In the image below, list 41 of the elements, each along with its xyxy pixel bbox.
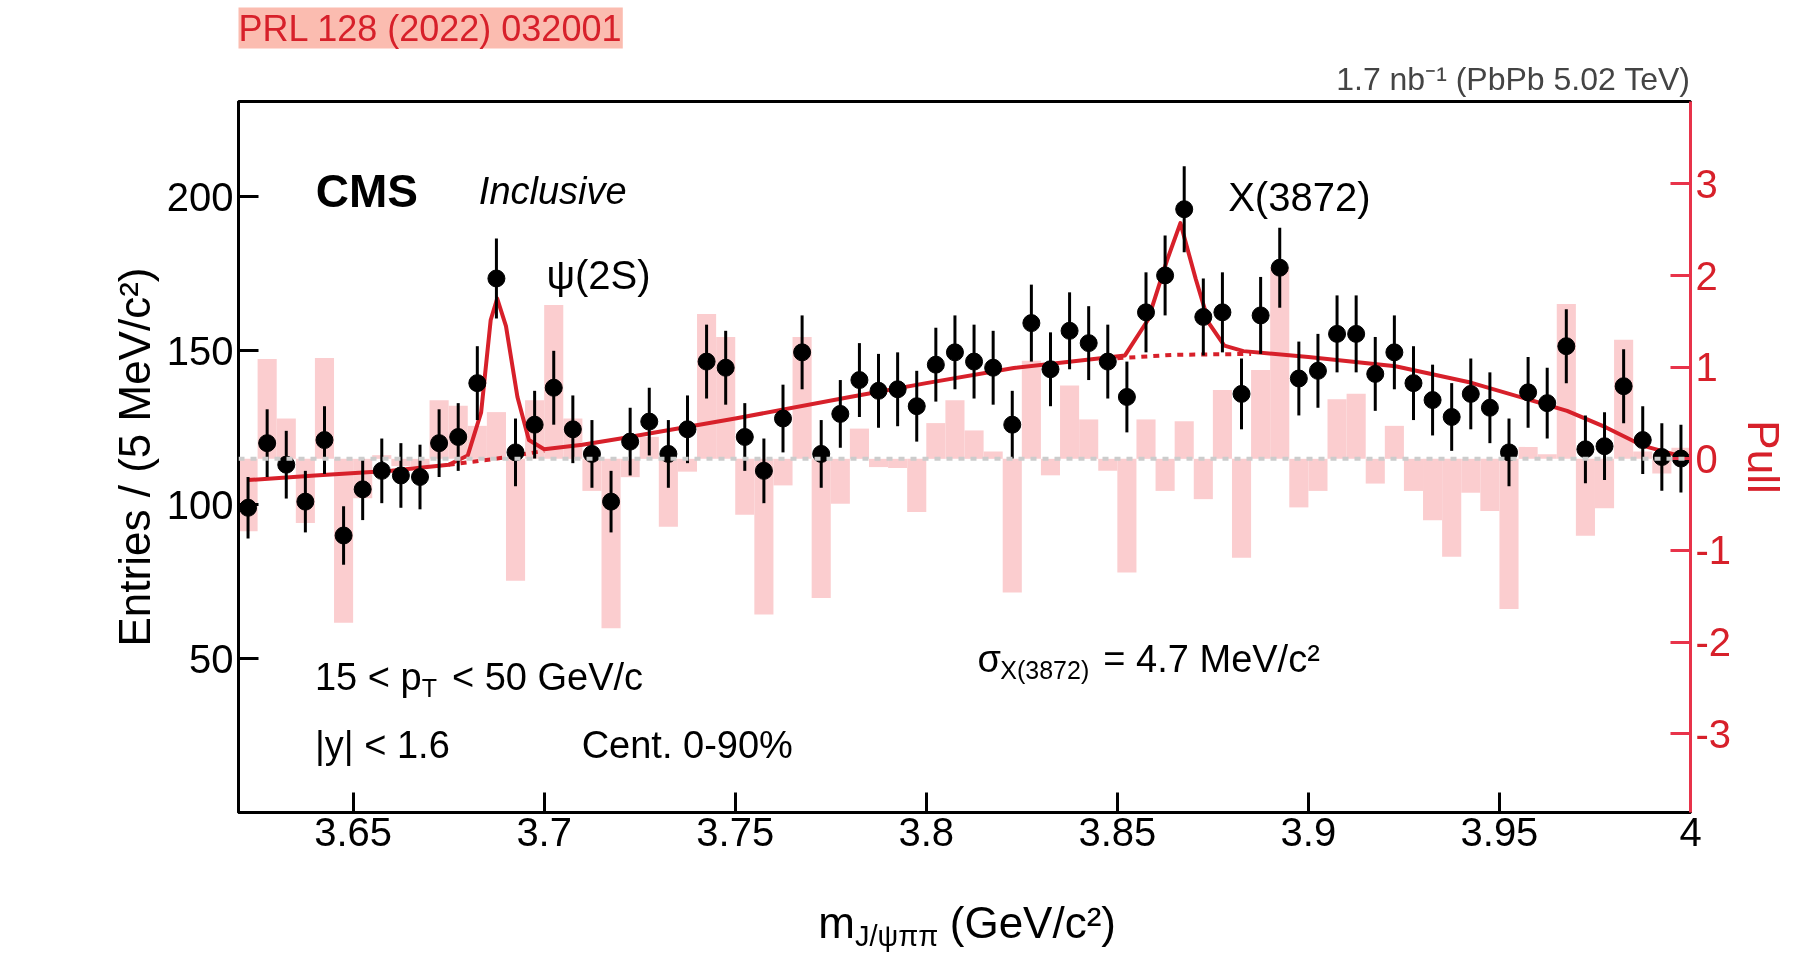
y2-tick-label: 0 — [1695, 436, 1718, 481]
annotation: Cent. 0-90% — [581, 723, 793, 766]
y2-tick-label: -2 — [1695, 620, 1732, 665]
x-tick-label: 3.75 — [696, 809, 775, 854]
bar — [1155, 458, 1175, 491]
y2-axis-title: Pull — [1739, 420, 1789, 494]
annotation: CMS — [315, 164, 418, 217]
y-tick-label: 150 — [166, 328, 234, 373]
y2-tick-label: 1 — [1695, 345, 1718, 390]
x-tick-label: 3.8 — [898, 809, 955, 854]
annotation: X(3872) — [1228, 174, 1371, 219]
y2-tick-label: -3 — [1695, 711, 1732, 756]
x-tick-label: 3.9 — [1280, 809, 1337, 854]
x-tick-label: 3.65 — [314, 809, 393, 854]
bar — [1040, 458, 1061, 476]
bar — [849, 428, 869, 459]
y-tick-label: 100 — [166, 482, 234, 527]
y-tick-label: 50 — [189, 636, 234, 681]
y2-tick-label: 2 — [1695, 253, 1718, 298]
bar — [1365, 458, 1385, 484]
x-tick-label: 3.85 — [1078, 809, 1157, 854]
bar — [1136, 419, 1156, 459]
bar — [1212, 390, 1232, 459]
y-axis-title: Entries / (5 MeV/c²) — [109, 267, 159, 647]
bar — [1231, 458, 1252, 558]
bar — [1174, 421, 1194, 459]
x-tick-label: 3.95 — [1460, 809, 1539, 854]
annotation: |y| < 1.6 — [314, 723, 450, 766]
y2-tick-label: -1 — [1695, 528, 1732, 573]
bar — [1384, 425, 1404, 459]
bar — [1002, 458, 1022, 593]
x-tick-label: 3.7 — [516, 809, 572, 854]
annotation: Inclusive — [478, 169, 627, 212]
bar — [1021, 360, 1041, 459]
x-tick-label: 4 — [1679, 809, 1702, 854]
annotation: ψ(2S) — [546, 253, 651, 298]
text: PRL 128 (2022) 032001 — [238, 7, 622, 49]
y2-tick-label: 3 — [1695, 161, 1718, 206]
bar — [1193, 458, 1213, 500]
chart-title: 1.7 nb⁻¹ (PbPb 5.02 TeV) — [1336, 60, 1690, 97]
y-tick-label: 200 — [166, 174, 234, 219]
